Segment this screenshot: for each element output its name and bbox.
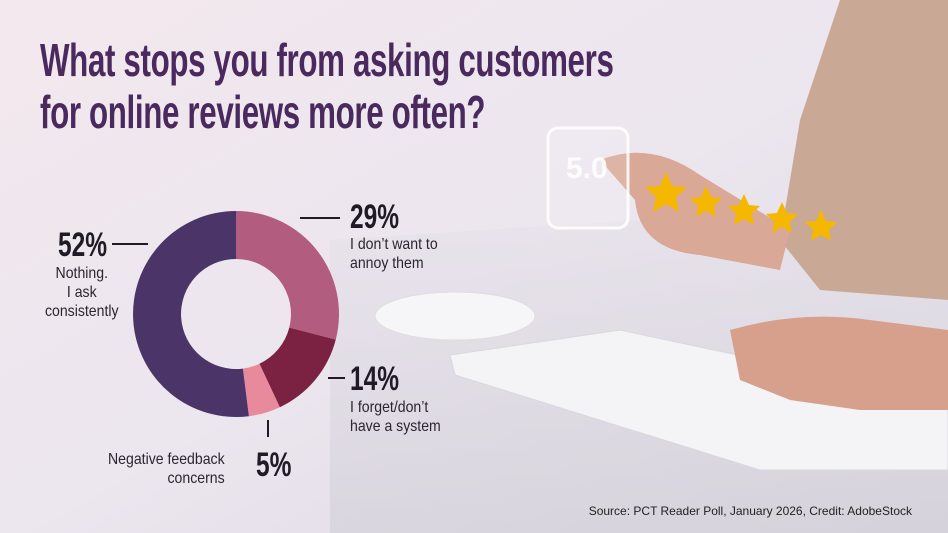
data-label: 5% bbox=[256, 446, 292, 484]
donut-slice bbox=[133, 211, 249, 417]
leader-lines bbox=[112, 217, 345, 437]
donut-slice bbox=[242, 363, 280, 417]
hand bbox=[600, 152, 790, 270]
category-label: I forget/don’t have a system bbox=[350, 399, 441, 435]
data-label: 14% bbox=[350, 360, 400, 398]
keyboard bbox=[449, 329, 948, 471]
stars bbox=[645, 172, 837, 241]
typing-hand bbox=[730, 316, 948, 410]
chart-title: What stops you from asking customers for… bbox=[40, 34, 614, 138]
donut-slice bbox=[259, 327, 336, 408]
badge-text: 5.0 bbox=[566, 152, 608, 185]
category-label: Nothing. I ask consistently bbox=[44, 265, 119, 320]
donut-slice bbox=[236, 211, 339, 340]
badge-frame bbox=[546, 126, 630, 230]
data-label: 52% bbox=[58, 226, 108, 264]
mouse bbox=[374, 291, 536, 341]
donut bbox=[133, 211, 339, 417]
category-label: I don’t want to annoy them bbox=[350, 236, 438, 272]
category-label: Negative feedback concerns bbox=[108, 451, 225, 487]
data-label: 29% bbox=[350, 198, 400, 236]
source: Source: PCT Reader Poll, January 2026, C… bbox=[588, 504, 912, 518]
